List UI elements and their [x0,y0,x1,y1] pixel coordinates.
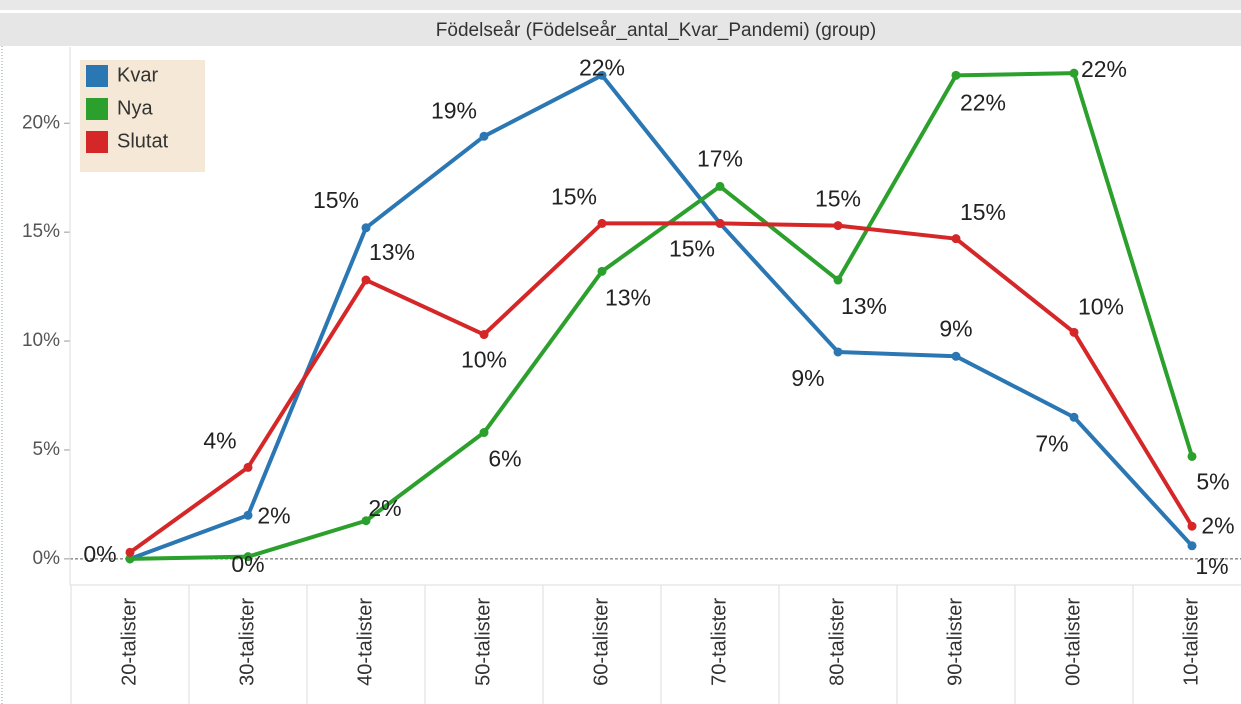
header-band [0,13,1241,46]
header: Födelseår (Födelseår_antal_Kvar_Pandemi)… [436,20,876,41]
x-tick-label: 50-talister [472,598,494,686]
title-strip [0,0,1241,10]
point [479,131,489,141]
value-label: 4% [203,427,236,453]
x-tick-label: 40-talister [354,598,376,686]
legend-label: Kvar [117,64,158,86]
value-label: 15% [815,186,861,212]
x-tick-label: 20-talister [118,598,140,686]
y-tick-label: 15% [22,221,60,242]
point [597,266,607,276]
value-label: 15% [551,184,597,210]
point [1069,327,1079,337]
x-tick-label: 90-talister [944,598,966,686]
point [1187,451,1197,461]
point [597,218,607,228]
value-label: 13% [369,239,415,265]
legend-swatch [86,65,108,87]
x-tick-label: 00-talister [1062,598,1084,686]
point [125,554,135,564]
x-tick-label: 30-talister [236,598,258,686]
point [479,330,489,340]
point [125,547,135,557]
value-label: 10% [1078,293,1124,319]
x-tick-label: 70-talister [708,598,730,686]
value-label: 15% [313,187,359,213]
x-tick-label: 10-talister [1180,598,1202,686]
value-label: 5% [1196,469,1229,495]
point [361,223,371,233]
value-label: 1% [1195,553,1228,579]
point [833,221,843,231]
y-tick-label: 10% [22,330,60,351]
series-line [129,73,1194,561]
point [479,428,489,438]
point [951,234,961,244]
value-label: 0% [231,551,264,577]
value-label: 6% [488,446,521,472]
series-line [128,221,1194,554]
value-label: 22% [960,89,1006,115]
point [1187,521,1197,531]
point [715,181,725,191]
point [1069,412,1079,422]
separator [0,10,1241,12]
value-label: 22% [579,54,625,80]
point [243,510,253,520]
point [715,218,725,228]
value-label: 22% [1081,56,1127,82]
x-tick-label: 80-talister [826,598,848,686]
value-label: 15% [960,199,1006,225]
value-label: 2% [1201,512,1234,538]
point [361,516,371,526]
value-label: 19% [431,97,477,123]
point [951,351,961,361]
x-tick-label: 60-talister [590,598,612,686]
legend-swatch [86,98,108,120]
point [361,275,371,285]
value-label: 10% [461,347,507,373]
value-label: 9% [939,315,972,341]
point [243,462,253,472]
point [243,552,253,562]
point [1069,68,1079,78]
series-line [129,71,1194,561]
legend-label: Slutat [117,130,169,152]
value-label: 0% [83,541,116,567]
point [951,70,961,80]
value-label: 7% [1035,430,1068,456]
legend: Kvar Nya Slutat [80,60,205,172]
value-label: 13% [605,284,651,310]
y-tick-label: 0% [33,548,61,569]
point [833,275,843,285]
value-label: 9% [791,365,824,391]
value-label: 13% [841,293,887,319]
y-tick-label: 20% [22,112,60,133]
value-label: 15% [669,236,715,262]
point [833,347,843,357]
legend-label: Nya [117,97,153,119]
point [1187,541,1197,551]
legend-swatch [86,131,108,153]
y-tick-label: 5% [33,439,61,460]
value-label: 2% [257,502,290,528]
value-label: 2% [368,495,401,521]
point [597,70,607,80]
value-label: 17% [697,145,743,171]
